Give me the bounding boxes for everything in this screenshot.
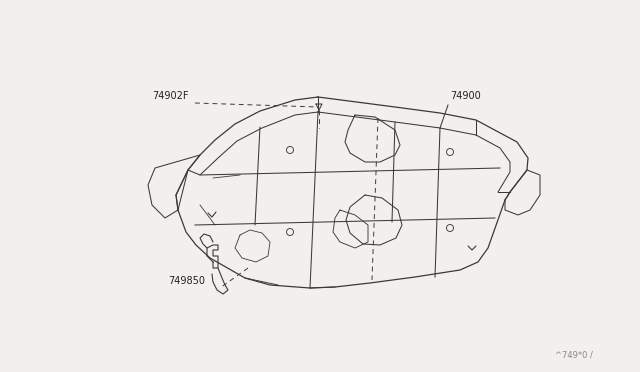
Text: 74900: 74900 xyxy=(450,91,481,101)
Text: 749850: 749850 xyxy=(168,276,205,286)
Text: ^749*0 /: ^749*0 / xyxy=(555,351,593,360)
Text: 74902F: 74902F xyxy=(152,91,189,101)
